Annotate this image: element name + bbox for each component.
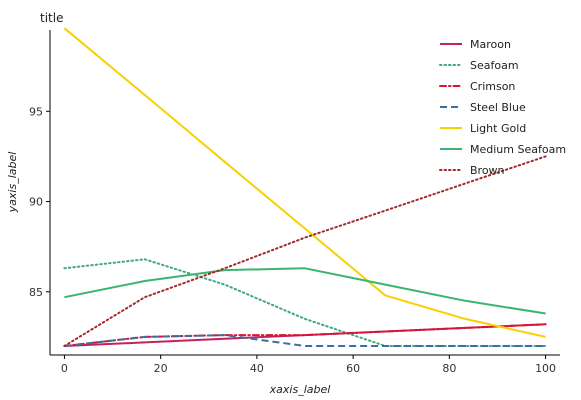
legend-label-light-gold: Light Gold [470,122,526,135]
y-axis-label: yaxis_label [6,152,19,214]
legend: Maroon Seafoam Crimson Steel Blue Light Gold… [439,38,566,177]
series-line-steel-blue [64,334,546,347]
y-tick-label: 90 [29,196,43,209]
legend-label-maroon: Maroon [470,38,511,51]
y-tick-label: 95 [29,105,43,118]
series-brown [63,155,547,347]
series-line-brown [63,155,547,347]
x-tick-label: 20 [154,362,168,375]
legend-label-steel-blue: Steel Blue [470,101,526,114]
legend-label-seafoam: Seafoam [470,59,519,72]
series-line-medium-seafoam [64,267,546,315]
x-tick-label: 40 [250,362,264,375]
legend-label-crimson: Crimson [470,80,515,93]
x-tick-label: 100 [535,362,556,375]
x-tick-label: 60 [346,362,360,375]
series-medium-seafoam [64,267,546,315]
series-steel-blue [64,334,546,347]
x-axis-label: xaxis_label [269,383,331,396]
series-seafoam [63,258,547,347]
series-line-light-gold [63,27,546,338]
legend-label-brown: Brown [470,164,505,177]
series-light-gold [63,27,546,338]
x-tick-label: 80 [442,362,456,375]
x-tick-label: 0 [61,362,68,375]
series-line-seafoam [63,258,547,347]
legend-label-medium-seafoam: Medium Seafoam [470,143,566,156]
y-tick-label: 85 [29,286,43,299]
axes: 85 90 95 0 20 40 60 80 100 [29,30,560,375]
chart-title: title [40,11,63,25]
series-layer [63,27,547,347]
